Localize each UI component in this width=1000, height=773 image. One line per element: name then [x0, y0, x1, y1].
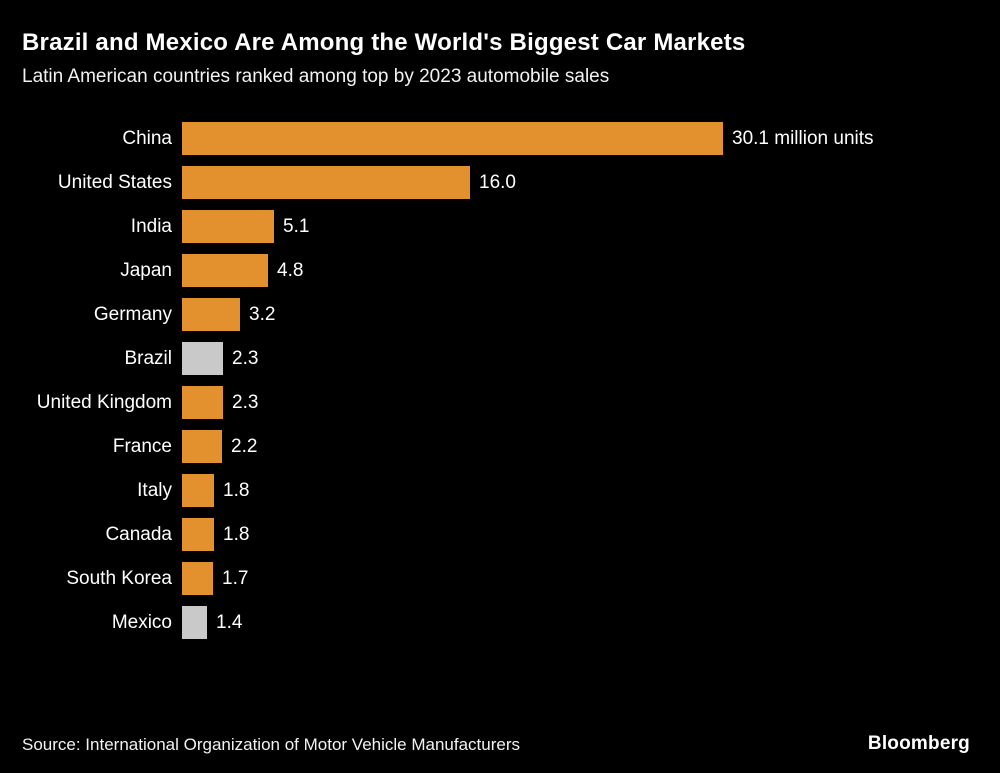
bloomberg-logo: Bloomberg	[867, 733, 970, 754]
value-label: 1.7	[222, 567, 249, 589]
bar	[182, 606, 207, 639]
category-label: Japan	[120, 259, 172, 281]
bar	[182, 430, 222, 463]
value-label: 2.3	[232, 391, 259, 413]
chart-row: India 5.1	[22, 210, 970, 243]
bar	[182, 122, 723, 155]
chart-row: Japan 4.8	[22, 254, 970, 287]
value-label: 3.2	[249, 303, 276, 325]
chart-subtitle: Latin American countries ranked among to…	[22, 66, 610, 87]
bar	[182, 254, 268, 287]
chart-row: China 30.1 million units	[22, 122, 970, 155]
bar	[182, 342, 223, 375]
bar	[182, 518, 214, 551]
source-note: Source: International Organization of Mo…	[22, 735, 520, 754]
value-label: 5.1	[283, 215, 310, 237]
category-label: Italy	[137, 479, 172, 501]
bar-track: 1.8	[182, 518, 970, 551]
bar-track: 1.8	[182, 474, 970, 507]
category-label: Mexico	[111, 611, 172, 633]
category-label: France	[112, 435, 172, 457]
chart-row: United States 16.0	[22, 166, 970, 199]
bar-track: 2.3	[182, 386, 970, 419]
value-label: 1.8	[223, 523, 250, 545]
category-label: Brazil	[124, 347, 172, 369]
category-label: United Kingdom	[36, 391, 172, 413]
category-label: South Korea	[66, 567, 172, 589]
bar-track: 5.1	[182, 210, 970, 243]
value-label: 30.1 million units	[732, 127, 874, 149]
chart-row: Italy 1.8	[22, 474, 970, 507]
category-label: Canada	[105, 523, 172, 545]
bar-track: 16.0	[182, 166, 970, 199]
bar	[182, 386, 223, 419]
chart-rows: China 30.1 million units United States 16.0…	[22, 122, 970, 650]
bar-track: 3.2	[182, 298, 970, 331]
bar	[182, 562, 213, 595]
chart-row: United Kingdom 2.3	[22, 386, 970, 419]
chart-row: South Korea 1.7	[22, 562, 970, 595]
category-label: Germany	[93, 303, 172, 325]
chart-footer: Source: International Organization of Mo…	[22, 733, 970, 755]
chart-row: France 2.2	[22, 430, 970, 463]
value-label: 16.0	[479, 171, 516, 193]
bar	[182, 474, 214, 507]
chart-title: Brazil and Mexico Are Among the World's …	[22, 29, 746, 56]
bar	[182, 210, 274, 243]
chart-row: Germany 3.2	[22, 298, 970, 331]
chart-row: Canada 1.8	[22, 518, 970, 551]
category-label: China	[122, 127, 172, 149]
bar-track: 2.3	[182, 342, 970, 375]
chart-row: Mexico 1.4	[22, 606, 970, 639]
bar-track: 1.4	[182, 606, 970, 639]
value-label: 1.8	[223, 479, 250, 501]
bar-track: 30.1 million units	[182, 122, 970, 155]
bar-track: 2.2	[182, 430, 970, 463]
bar	[182, 298, 240, 331]
category-label: India	[130, 215, 172, 237]
bar-track: 4.8	[182, 254, 970, 287]
bar	[182, 166, 470, 199]
value-label: 4.8	[277, 259, 304, 281]
value-label: 2.2	[231, 435, 258, 457]
category-label: United States	[57, 171, 172, 193]
chart-row: Brazil 2.3	[22, 342, 970, 375]
bar-track: 1.7	[182, 562, 970, 595]
value-label: 2.3	[232, 347, 259, 369]
value-label: 1.4	[216, 611, 243, 633]
